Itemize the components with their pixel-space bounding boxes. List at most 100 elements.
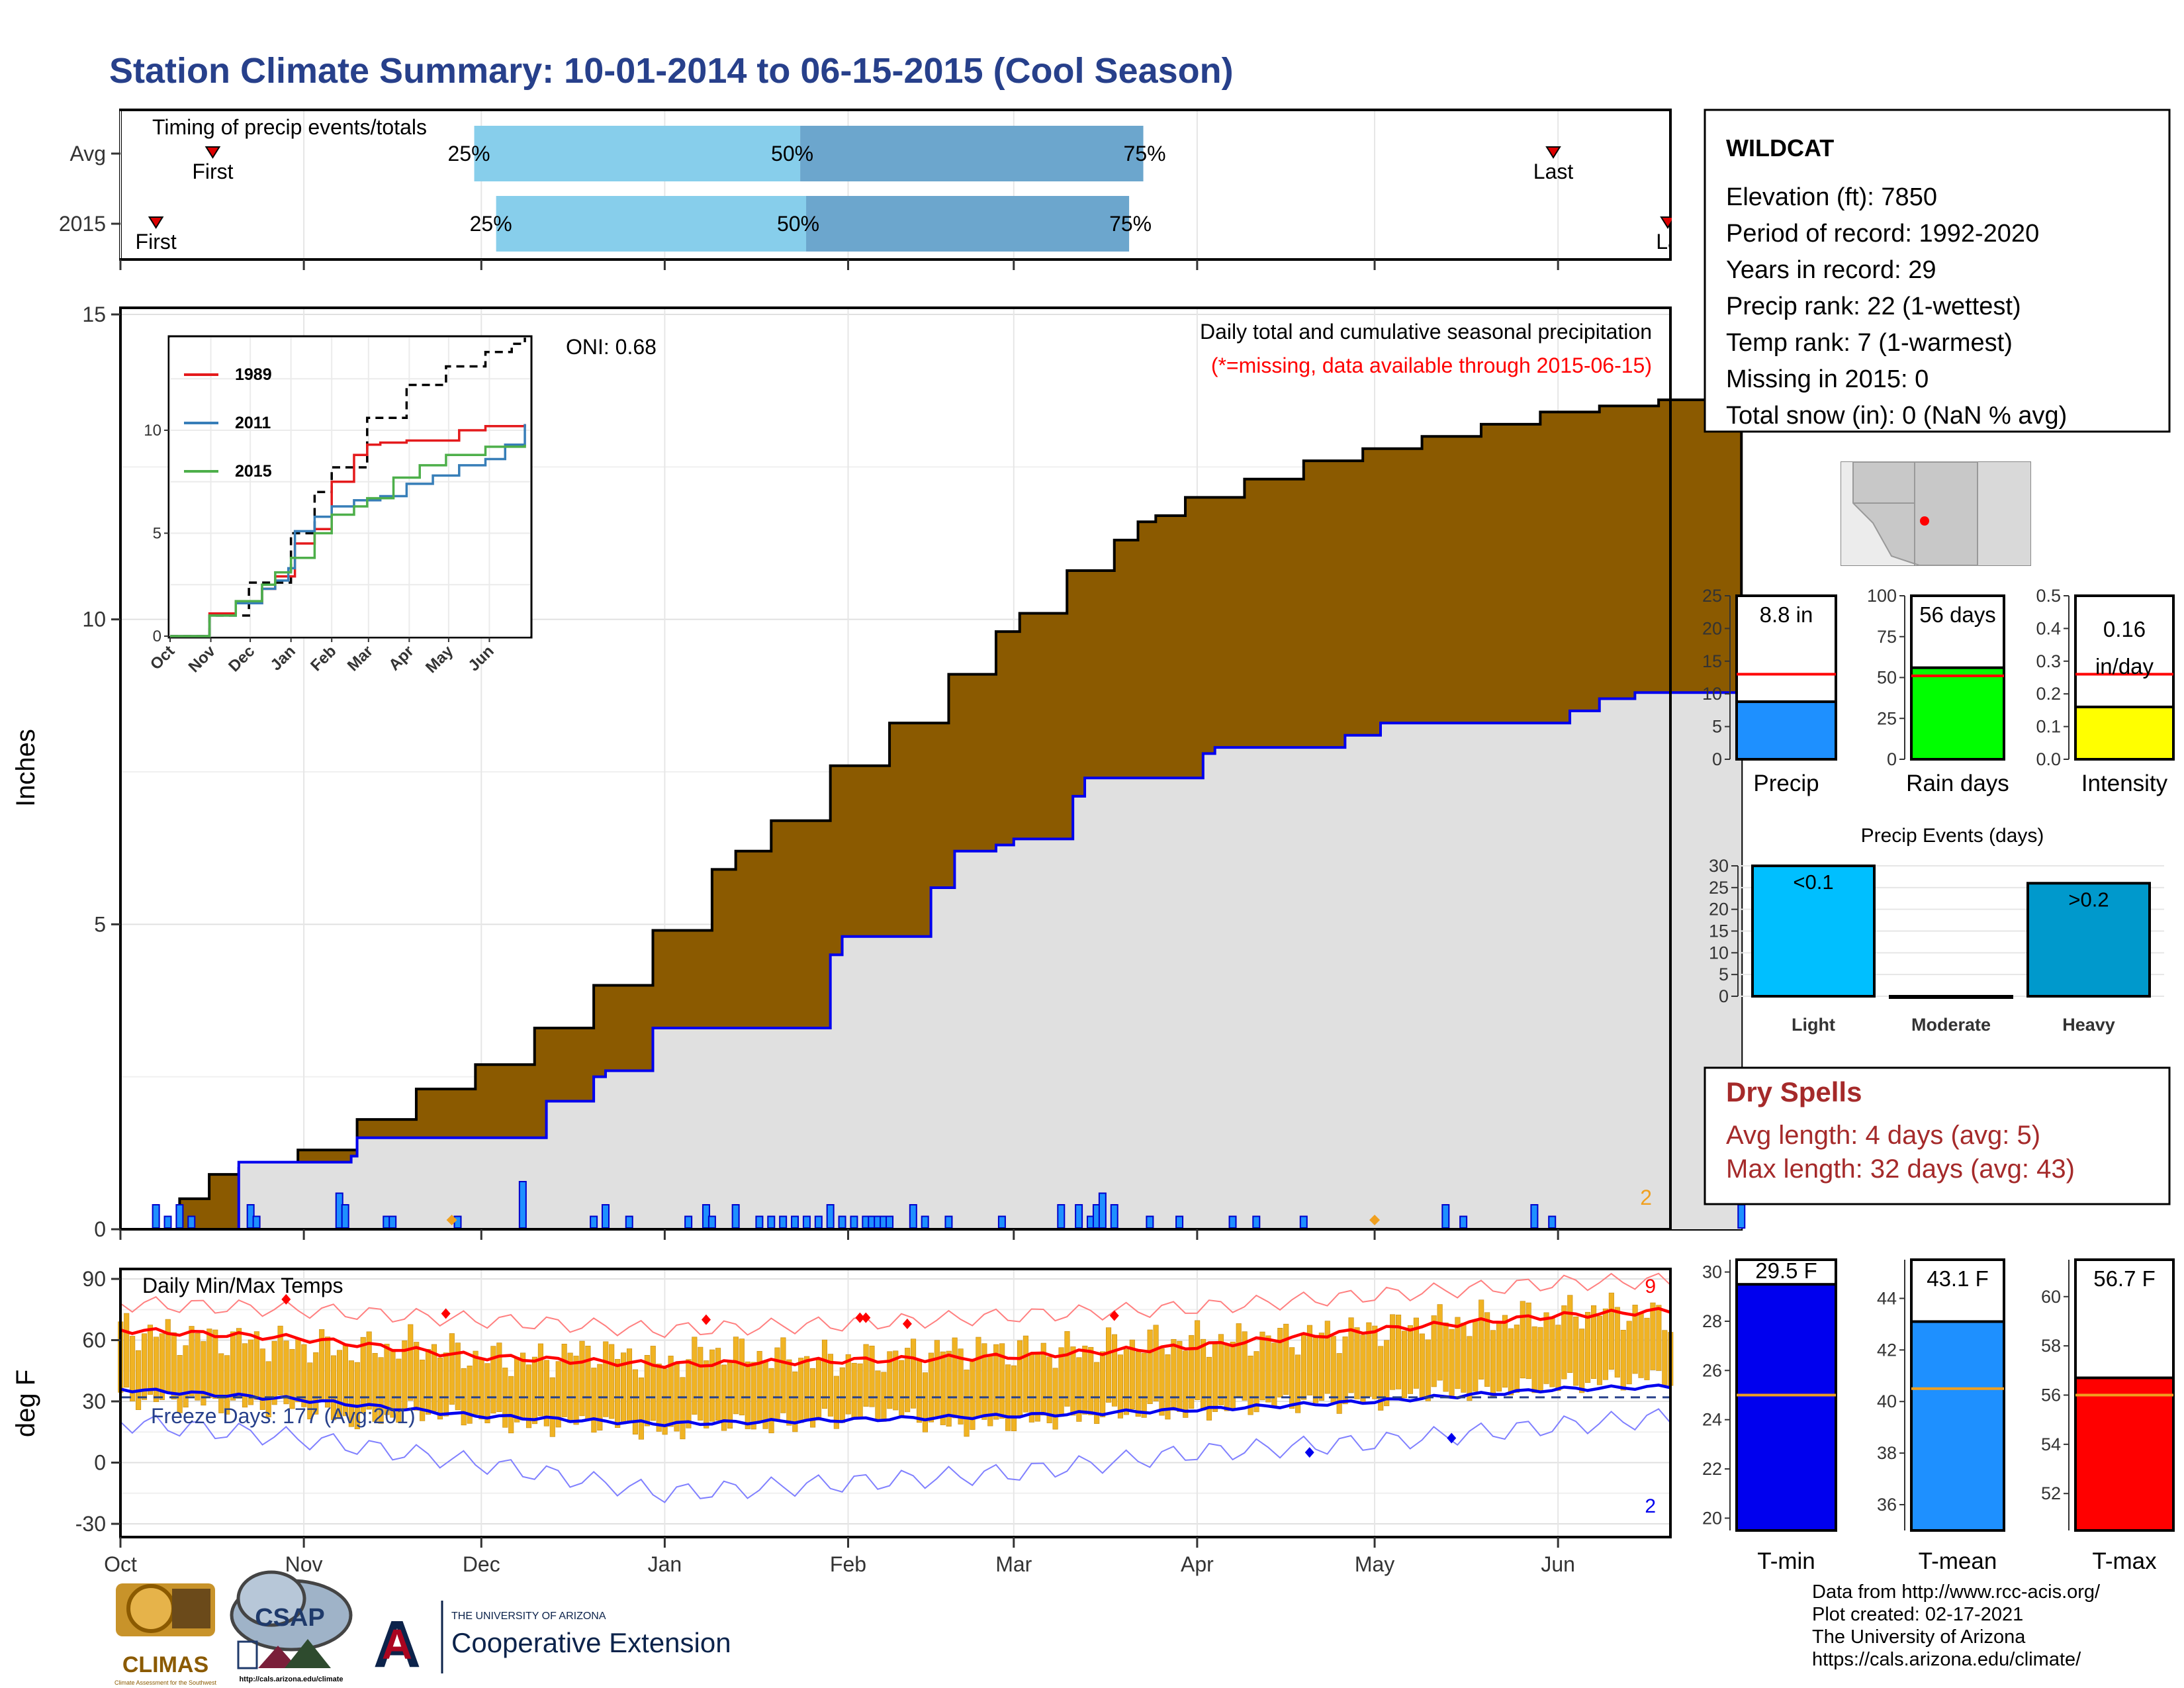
mini-value-label: 0.16 — [2103, 617, 2146, 641]
daily-temp-range-bar — [1058, 1347, 1064, 1417]
daily-temp-range-bar — [1277, 1327, 1283, 1398]
daily-temp-range-bar — [555, 1361, 561, 1428]
daily-temp-range-bar — [1520, 1301, 1525, 1379]
daily-temp-range-bar — [218, 1353, 224, 1413]
daily-temp-range-bar — [585, 1345, 591, 1419]
daily-temp-range-bar — [189, 1326, 195, 1396]
daily-temp-range-bar — [289, 1348, 295, 1409]
daily-temp-range-bar — [1005, 1364, 1011, 1431]
daily-temp-range-bar — [928, 1352, 934, 1423]
mini-y-tick-label: 22 — [1702, 1459, 1722, 1479]
daily-temp-range-bar — [845, 1354, 851, 1415]
daily-temp-range-bar — [561, 1344, 567, 1417]
inset-y-tick-label: 10 — [144, 422, 161, 440]
daily-temp-range-bar — [1502, 1315, 1508, 1388]
daily-temp-range-bar — [1153, 1325, 1159, 1401]
daily-precip-bar — [1737, 1204, 1746, 1229]
daily-temp-range-bar — [911, 1338, 917, 1409]
mini-bar-fill — [1735, 700, 1837, 761]
daily-precip-bar — [944, 1215, 953, 1229]
events-y-tick-label: 15 — [1709, 921, 1729, 941]
ua-logo-letter: A — [373, 1607, 421, 1681]
daily-temp-range-bar — [1644, 1317, 1650, 1380]
events-y-tick-label: 25 — [1709, 878, 1729, 898]
record-low-marker — [1304, 1447, 1314, 1458]
daily-temp-range-bar — [1479, 1299, 1484, 1380]
daily-temp-range-bar — [1106, 1327, 1112, 1403]
mini-y-tick-label: 100 — [1867, 586, 1897, 606]
daily-temp-range-bar — [1094, 1362, 1100, 1424]
daily-temp-range-bar — [1585, 1311, 1591, 1383]
csap-url: http://cals.arizona.edu/climate — [239, 1675, 343, 1683]
daily-temp-range-bar — [1662, 1330, 1668, 1385]
temp-corner-bottom: 2 — [1645, 1495, 1656, 1517]
daily-temp-range-bar — [313, 1352, 319, 1415]
station-info-line: Period of record: 1992-2020 — [1726, 220, 2039, 248]
daily-temp-range-bar — [1040, 1342, 1046, 1416]
daily-temp-range-bar — [1590, 1305, 1597, 1379]
mini-y-tick-label: 52 — [2041, 1483, 2061, 1503]
mini-y-tick-label: 25 — [1877, 708, 1897, 728]
daily-temp-range-bar — [650, 1346, 656, 1421]
inset-legend-label-1989: 1989 — [235, 365, 272, 384]
daily-temp-range-bar — [1567, 1295, 1573, 1373]
temp-x-tick-label: Feb — [830, 1552, 866, 1576]
temp-y-tick-label: 30 — [82, 1389, 106, 1413]
mini-y-tick-label: 25 — [1702, 586, 1722, 606]
daily-precip-bar — [518, 1181, 527, 1229]
timing-q1-bar — [496, 196, 807, 252]
timing-row-label: Avg — [69, 142, 106, 165]
daily-temp-range-bar — [1614, 1307, 1620, 1378]
daily-temp-range-bar — [1046, 1356, 1052, 1423]
precip-y-axis-label: Inches — [11, 729, 40, 807]
daily-temp-range-bar — [1212, 1344, 1218, 1412]
footer-line-university: The University of Arizona — [1812, 1626, 2026, 1648]
precip-y-tick-label: 10 — [82, 608, 106, 632]
mini-y-tick-label: 58 — [2041, 1336, 2061, 1356]
mini-y-tick-label: 75 — [1877, 627, 1897, 647]
mini-y-tick-label: 10 — [1702, 684, 1722, 704]
temp-x-tick-label: May — [1355, 1552, 1394, 1576]
daily-temp-range-bar — [1129, 1339, 1135, 1410]
mini-y-tick-label: 0.2 — [2036, 684, 2061, 704]
mini-category-label: T-mean — [1919, 1548, 1997, 1574]
daily-precip-bar — [388, 1215, 397, 1229]
daily-temp-range-bar — [1443, 1322, 1449, 1392]
daily-temp-range-bar — [1384, 1340, 1390, 1407]
daily-temp-range-bar — [940, 1351, 946, 1425]
daily-temp-range-bar — [277, 1325, 283, 1396]
daily-temp-range-bar — [348, 1360, 354, 1427]
mini-y-tick-label: 42 — [1877, 1340, 1897, 1360]
daily-temp-range-bar — [827, 1354, 833, 1417]
mini-value-label: 8.8 in — [1760, 602, 1813, 627]
daily-temp-range-bar — [141, 1333, 148, 1400]
daily-temp-range-bar — [1318, 1333, 1324, 1401]
climas-logo: CLIMAS Climate Assessment for the Southw… — [114, 1583, 217, 1686]
daily-temp-range-bar — [875, 1370, 881, 1422]
daily-temp-range-bar — [1123, 1349, 1129, 1415]
temp-x-tick-label: Jun — [1541, 1552, 1575, 1576]
daily-temp-range-bar — [224, 1355, 230, 1415]
daily-temp-range-bar — [1259, 1331, 1265, 1401]
daily-temp-range-bar — [1230, 1341, 1236, 1409]
inset-y-tick-label: 5 — [153, 524, 161, 542]
daily-temp-range-bar — [1224, 1344, 1230, 1411]
mini-value-label: 56 days — [1919, 602, 1996, 627]
daily-temp-range-bar — [1390, 1314, 1396, 1390]
svg-text:A: A — [382, 1620, 412, 1668]
mini-category-label: T-min — [1757, 1548, 1815, 1574]
daily-temp-range-bar — [449, 1333, 455, 1405]
daily-temp-range-bar — [751, 1362, 756, 1430]
mini-category-label: Rain days — [1906, 771, 2009, 796]
avg-max-line — [120, 1307, 1671, 1369]
daily-temp-range-bar — [1396, 1315, 1402, 1389]
daily-temp-range-bar — [863, 1344, 869, 1407]
temp-y-tick-label: 0 — [94, 1451, 106, 1475]
daily-precip-bar — [755, 1215, 764, 1229]
daily-temp-range-bar — [1360, 1335, 1366, 1404]
daily-temp-range-bar — [153, 1336, 159, 1402]
record-min-line — [120, 1408, 1671, 1503]
temp-x-tick-label: Oct — [104, 1552, 137, 1576]
